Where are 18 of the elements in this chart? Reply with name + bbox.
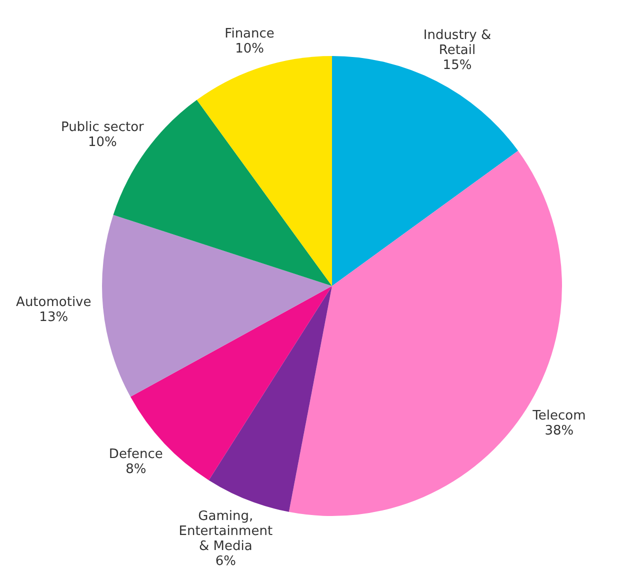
slice-label: Gaming, Entertainment & Media xyxy=(178,508,273,554)
data-label: 13% xyxy=(39,310,68,326)
pie-slice xyxy=(332,56,518,286)
slice-label: Defence xyxy=(108,446,163,462)
data-label: 38% xyxy=(544,424,574,439)
slice-label: Finance xyxy=(224,26,274,42)
data-label: 8% xyxy=(126,462,146,477)
data-label: 6% xyxy=(215,554,236,569)
pie-slice xyxy=(102,214,332,397)
slice-label: Telecom xyxy=(532,408,586,424)
data-label: 15% xyxy=(442,58,472,73)
pie-slice xyxy=(196,56,332,286)
data-label: 10% xyxy=(88,134,117,150)
slice-label: Automotive xyxy=(16,295,92,310)
pie-slice xyxy=(208,286,332,512)
slice-label: Public sector xyxy=(60,120,145,135)
data-label: 10% xyxy=(235,42,264,57)
slice-label: Industry & Retail xyxy=(423,28,492,58)
